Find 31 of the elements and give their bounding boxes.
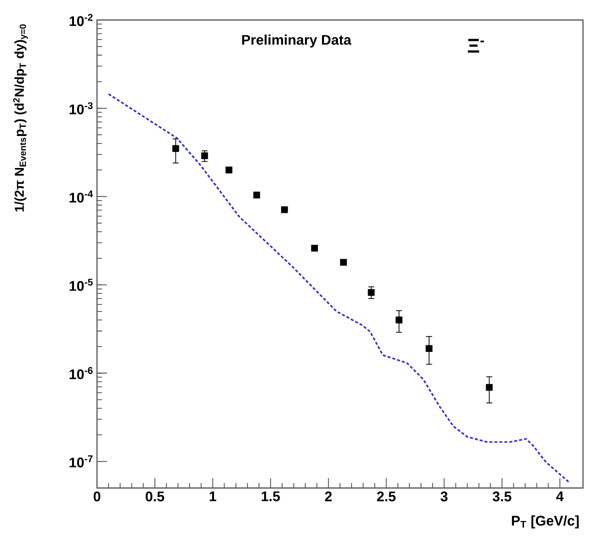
- x-tick-label: 3.5: [492, 492, 512, 502]
- point: [426, 345, 432, 352]
- y-tick-label: 10$^{-3}$: [70, 102, 93, 114]
- point: [201, 152, 208, 160]
- x-tick-label: 4: [556, 492, 564, 502]
- x-tick-label: 0: [94, 492, 100, 502]
- point: [340, 258, 347, 266]
- x-tick-label: 1.5: [262, 492, 280, 502]
- point: [368, 289, 375, 296]
- point: [311, 244, 318, 252]
- y-tick-label: 10$^{-5}$: [70, 278, 93, 291]
- y-tick-label: 10$^{-7}$: [70, 455, 93, 468]
- point: [172, 145, 180, 152]
- point: [281, 206, 288, 214]
- annotation: Ξ$^{-}$: [468, 38, 484, 53]
- x-axis-title: P$_{T}$ [GeV/c]: [512, 515, 579, 528]
- x-tick-label: 3: [440, 492, 448, 502]
- text: 1/(2π N$_{Events}$p$_{T}$) (d$^{2}$N/dp$_{T}$ dy)$_{y=0}$: [13, 24, 28, 212]
- x-tick-label: 2: [325, 492, 332, 502]
- annotation: Preliminary Data: [242, 34, 352, 48]
- point: [253, 192, 260, 198]
- point: [486, 384, 493, 391]
- x-tick-label: 0.5: [146, 492, 164, 502]
- line-series: [108, 93, 570, 484]
- x-tick-label: 2.5: [377, 492, 396, 502]
- x-tick-label: 1: [210, 492, 216, 502]
- y-tick-label: 10$^{-6}$: [70, 367, 93, 380]
- point: [396, 316, 402, 324]
- y-tick-label: 10$^{-4}$: [70, 190, 93, 203]
- y-tick-label: 10$^{-2}$: [70, 14, 93, 26]
- point: [226, 166, 232, 174]
